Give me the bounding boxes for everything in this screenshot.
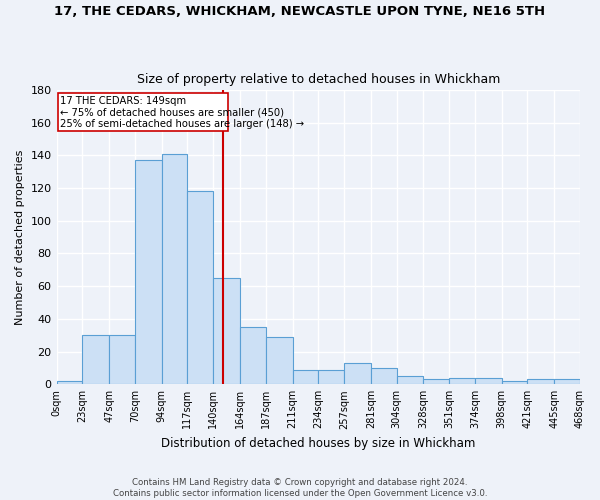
- Text: Contains HM Land Registry data © Crown copyright and database right 2024.
Contai: Contains HM Land Registry data © Crown c…: [113, 478, 487, 498]
- Text: ← 75% of detached houses are smaller (450): ← 75% of detached houses are smaller (45…: [60, 107, 284, 117]
- Y-axis label: Number of detached properties: Number of detached properties: [15, 150, 25, 325]
- FancyBboxPatch shape: [58, 93, 227, 131]
- Bar: [266, 337, 293, 384]
- Title: Size of property relative to detached houses in Whickham: Size of property relative to detached ho…: [137, 73, 500, 86]
- Bar: [135, 160, 161, 384]
- Bar: [161, 154, 187, 384]
- Bar: [213, 278, 240, 384]
- Bar: [318, 370, 344, 384]
- Bar: [371, 368, 397, 384]
- Bar: [397, 376, 424, 384]
- Bar: [554, 380, 580, 384]
- Text: 25% of semi-detached houses are larger (148) →: 25% of semi-detached houses are larger (…: [60, 118, 304, 128]
- Bar: [56, 381, 82, 384]
- X-axis label: Distribution of detached houses by size in Whickham: Distribution of detached houses by size …: [161, 437, 475, 450]
- Bar: [187, 192, 213, 384]
- Bar: [424, 380, 449, 384]
- Bar: [475, 378, 502, 384]
- Bar: [449, 378, 475, 384]
- Text: 17, THE CEDARS, WHICKHAM, NEWCASTLE UPON TYNE, NE16 5TH: 17, THE CEDARS, WHICKHAM, NEWCASTLE UPON…: [55, 5, 545, 18]
- Bar: [240, 327, 266, 384]
- Bar: [527, 380, 554, 384]
- Bar: [344, 363, 371, 384]
- Bar: [502, 381, 527, 384]
- Bar: [82, 335, 109, 384]
- Text: 17 THE CEDARS: 149sqm: 17 THE CEDARS: 149sqm: [60, 96, 186, 106]
- Bar: [109, 335, 135, 384]
- Bar: [293, 370, 318, 384]
